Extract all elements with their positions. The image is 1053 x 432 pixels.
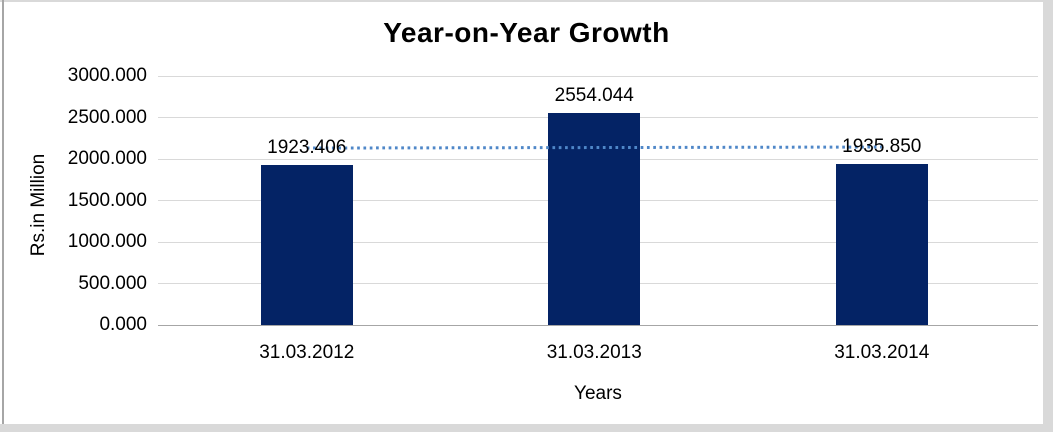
x-tick-label: 31.03.2012	[259, 342, 355, 363]
x-axis-line	[158, 324, 1038, 326]
frame-edge-bottom	[0, 424, 1053, 432]
bar-31.03.2014	[835, 164, 928, 325]
data-label: 1923.406	[267, 137, 347, 159]
y-tick-label: 1000.000	[67, 231, 147, 252]
x-axis-title: Years	[574, 383, 622, 404]
x-tick-label: 31.03.2013	[546, 342, 642, 363]
y-tick-label: 2000.000	[67, 148, 147, 169]
bar-31.03.2012	[260, 165, 353, 325]
data-label: 2554.044	[554, 85, 634, 106]
bar-31.03.2013	[548, 113, 641, 325]
x-tick-label: 31.03.2014	[834, 342, 930, 363]
frame-edge-right	[1043, 0, 1053, 432]
y-tick-label: 3000.000	[67, 65, 147, 86]
frame-edge-left	[2, 0, 4, 432]
y-tick-label: 0.000	[99, 314, 147, 335]
gridline	[158, 75, 1038, 77]
chart-title: Year-on-Year Growth	[383, 17, 670, 48]
frame-edge-top	[0, 0, 1053, 2]
data-label: 1935.850	[842, 136, 922, 158]
y-tick-label: 500.000	[78, 272, 147, 294]
y-tick-label: 1500.000	[67, 189, 147, 211]
y-tick-label: 2500.000	[67, 106, 147, 128]
